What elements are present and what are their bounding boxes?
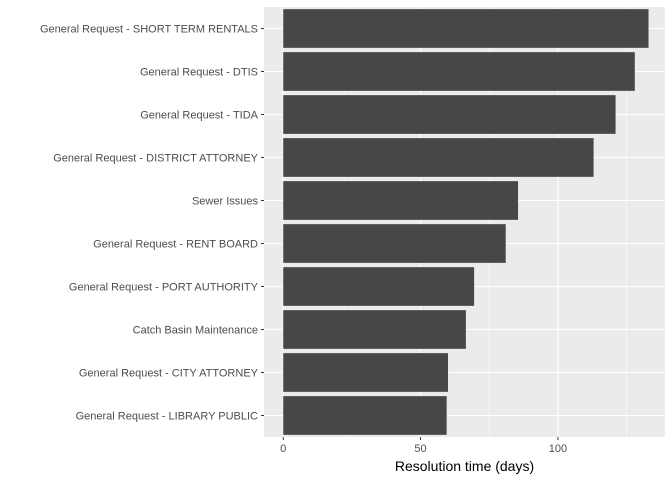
bar bbox=[283, 9, 649, 48]
bar bbox=[283, 138, 594, 177]
x-tick-label: 0 bbox=[280, 443, 286, 455]
category-label: General Request - PORT AUTHORITY bbox=[69, 282, 259, 294]
bar bbox=[283, 353, 449, 392]
bars bbox=[283, 9, 649, 435]
x-tick-label: 50 bbox=[414, 443, 426, 455]
category-label: General Request - RENT BOARD bbox=[93, 239, 258, 251]
bar bbox=[283, 310, 466, 349]
x-axis-title: Resolution time (days) bbox=[395, 458, 534, 474]
bar bbox=[283, 52, 635, 91]
category-labels: General Request - SHORT TERM RENTALS Gene… bbox=[40, 24, 264, 423]
bar bbox=[283, 95, 616, 134]
category-label: Catch Basin Maintenance bbox=[133, 325, 258, 337]
bar bbox=[283, 181, 519, 220]
category-label: General Request - LIBRARY PUBLIC bbox=[76, 411, 258, 423]
category-label: General Request - DISTRICT ATTORNEY bbox=[53, 153, 258, 165]
bar bbox=[283, 267, 475, 306]
x-axis-ticks: 0 50 100 bbox=[280, 437, 567, 455]
category-label: General Request - CITY ATTORNEY bbox=[79, 368, 259, 380]
x-tick-label: 100 bbox=[549, 443, 567, 455]
bar bbox=[283, 396, 447, 435]
category-label: General Request - SHORT TERM RENTALS bbox=[40, 24, 258, 36]
category-label: General Request - TIDA bbox=[140, 110, 258, 122]
category-label: Sewer Issues bbox=[192, 196, 259, 208]
category-label: General Request - DTIS bbox=[140, 67, 258, 79]
bar bbox=[283, 224, 506, 263]
